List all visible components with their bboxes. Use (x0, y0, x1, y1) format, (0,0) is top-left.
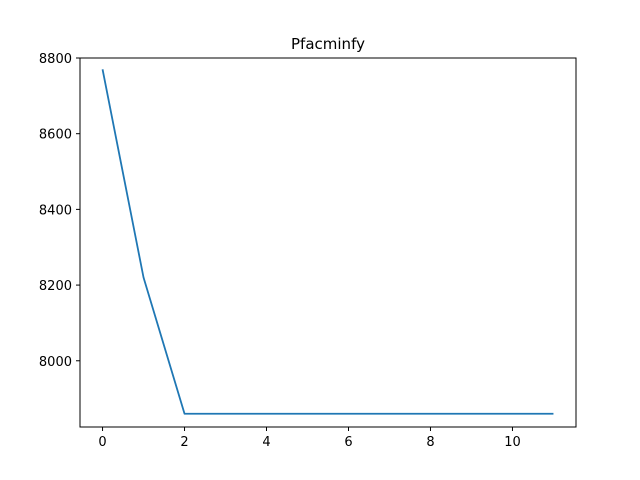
y-tick-label: 8200 (39, 279, 72, 294)
y-tick-label: 8600 (39, 128, 72, 143)
x-tick-label: 0 (98, 435, 106, 450)
x-tick-label: 6 (344, 435, 352, 450)
x-tick-label: 8 (426, 435, 434, 450)
chart-title: Pfacminfy (291, 35, 365, 53)
x-tick-label: 10 (504, 435, 521, 450)
x-tick-label: 4 (262, 435, 270, 450)
x-tick-label: 2 (180, 435, 188, 450)
series-layer (101, 69, 554, 415)
y-tick-label: 8800 (39, 52, 72, 67)
series-line-0 (101, 69, 554, 415)
plot-frame (79, 57, 577, 428)
y-tick-label: 8000 (39, 355, 72, 370)
axes: 0 2 4 6 8 10 8000 8200 8400 8600 8800 (39, 52, 521, 450)
y-tick-label: 8400 (39, 203, 72, 218)
